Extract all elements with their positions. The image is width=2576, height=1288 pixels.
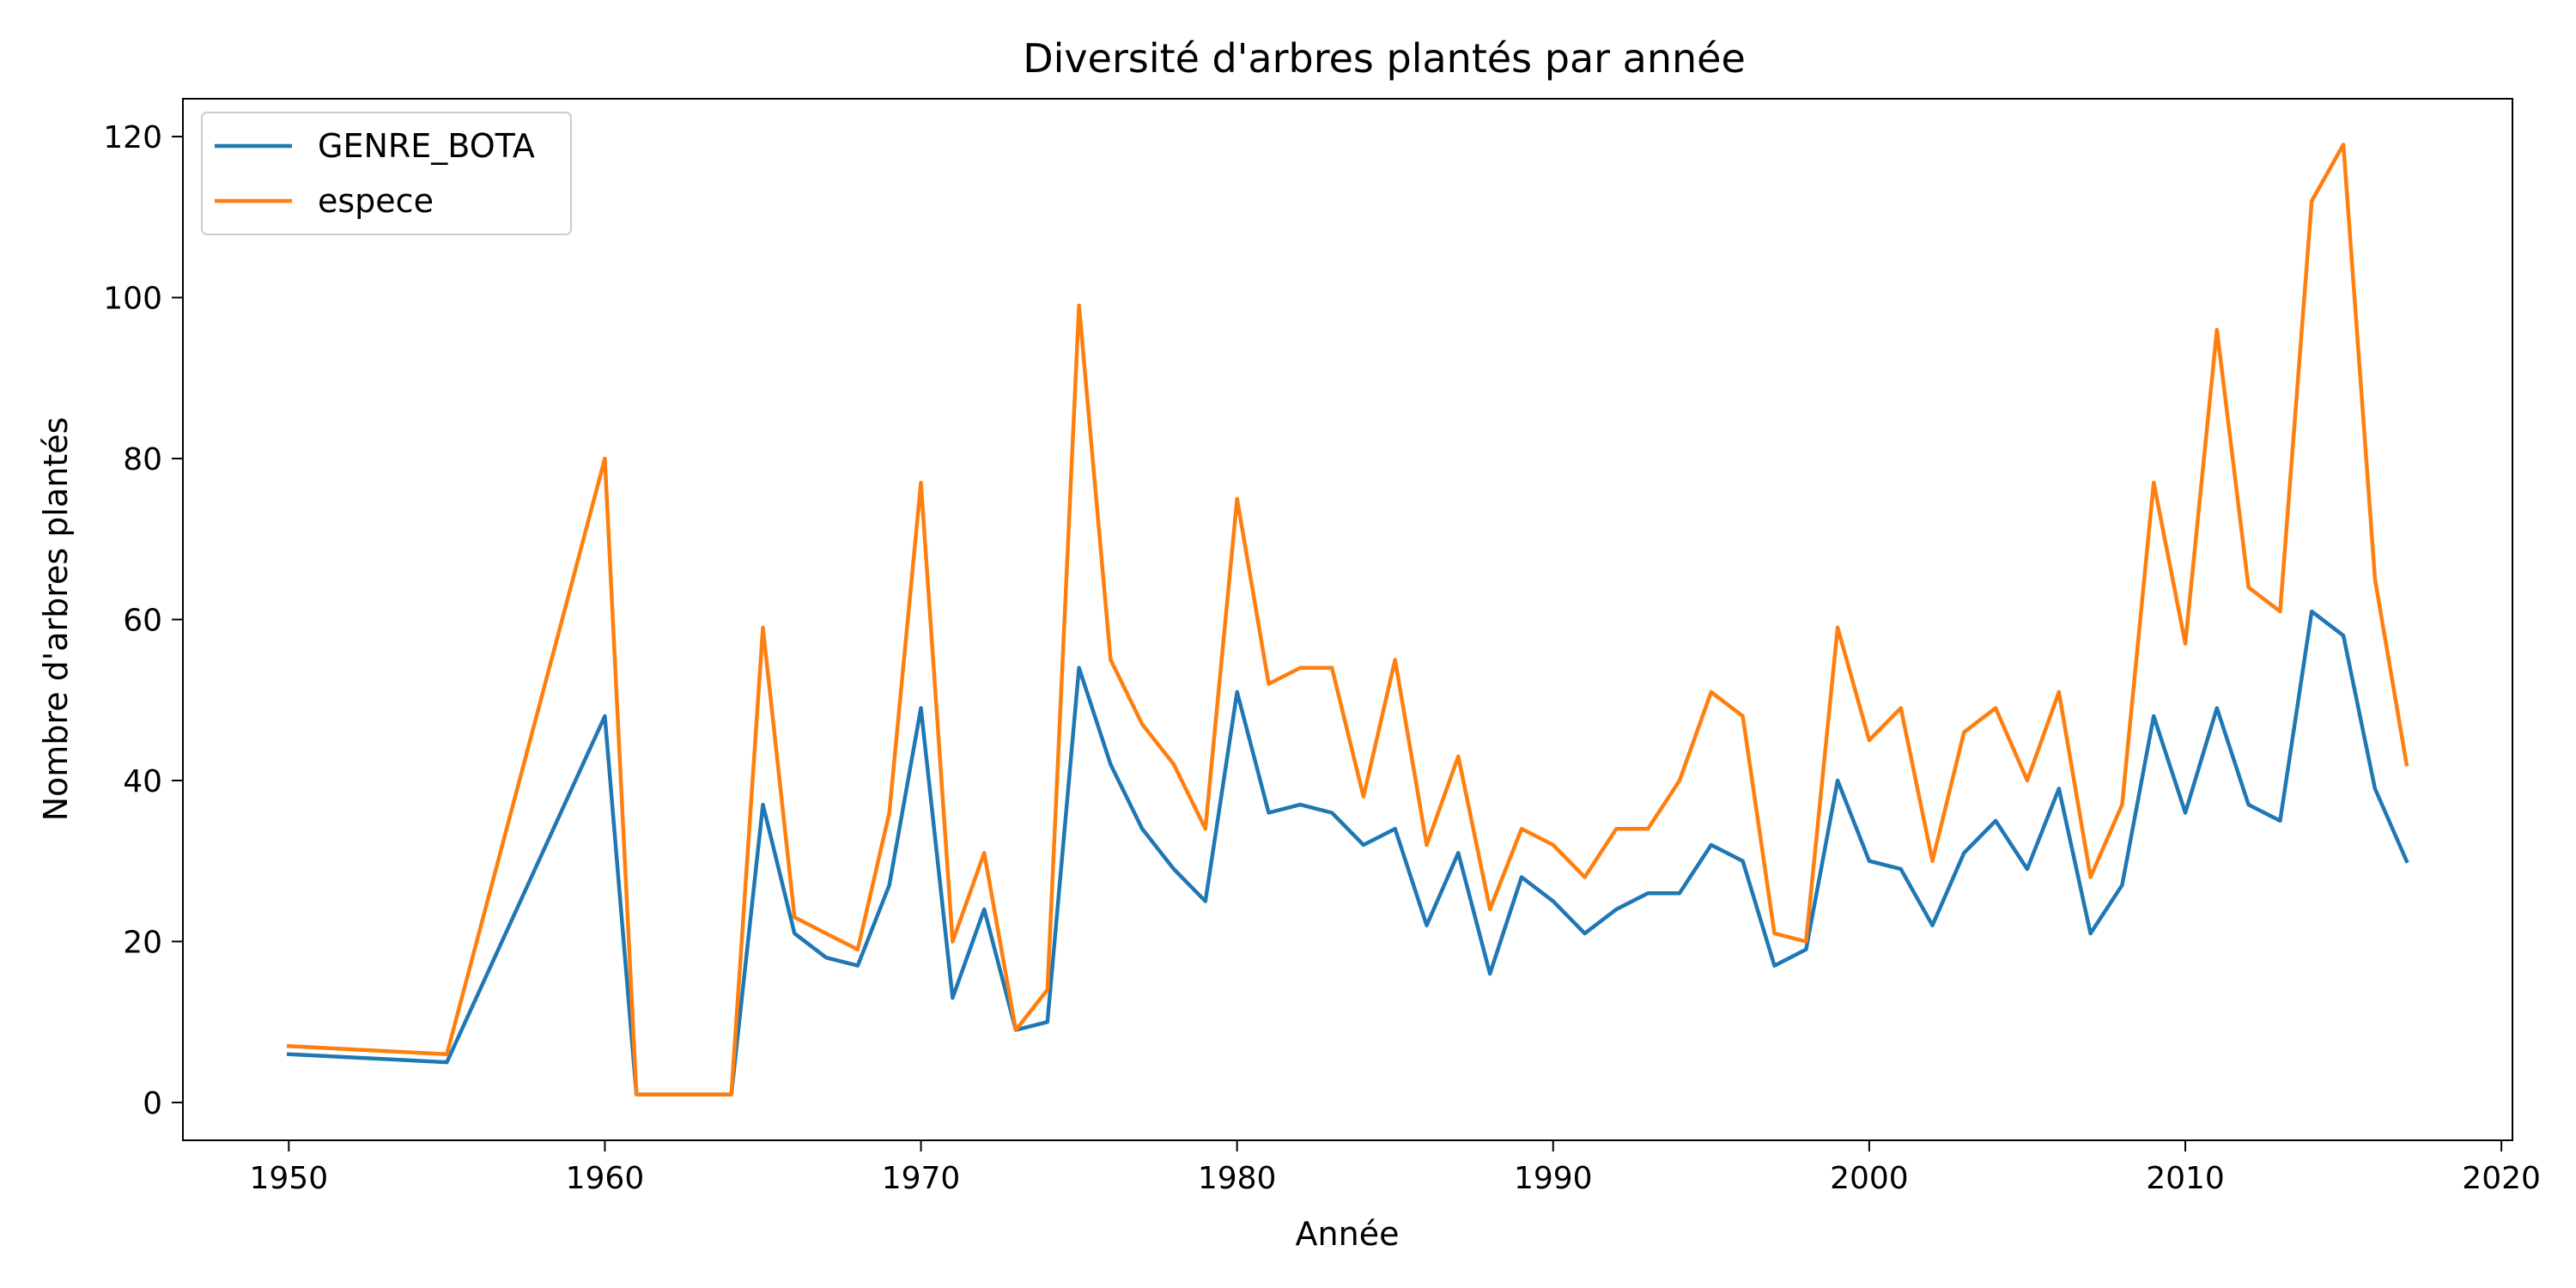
legend-box xyxy=(201,112,572,235)
x-tick-label: 2010 xyxy=(2146,1161,2225,1196)
legend-label: espece xyxy=(318,182,434,220)
x-tick-label: 1980 xyxy=(1198,1161,1277,1196)
legend-label: GENRE_BOTA xyxy=(318,127,535,165)
y-tick-label: 100 xyxy=(103,282,162,317)
x-tick-label: 1990 xyxy=(1514,1161,1593,1196)
x-axis: 1950 1960 1970 1980 1990 2000 2010 2020 xyxy=(250,1140,2541,1196)
y-tick-label: 120 xyxy=(103,120,162,155)
series-line-espece xyxy=(286,143,2409,1097)
y-tick-label: 80 xyxy=(123,442,162,477)
y-tick-label: 0 xyxy=(143,1086,162,1121)
x-tick-label: 2020 xyxy=(2462,1161,2541,1196)
y-tick-label: 20 xyxy=(123,925,162,960)
x-tick-label: 1960 xyxy=(566,1161,645,1196)
chart-title: Diversité d'arbres plantés par année xyxy=(1023,35,1746,82)
plot-lines xyxy=(286,143,2409,1097)
plot-frame xyxy=(182,98,2513,1141)
y-axis-label: Nombre d'arbres plantés xyxy=(37,417,75,822)
x-tick-label: 2000 xyxy=(1830,1161,1909,1196)
x-tick-label: 1970 xyxy=(882,1161,961,1196)
x-axis-label: Année xyxy=(1296,1215,1400,1253)
y-tick-label: 60 xyxy=(123,604,162,639)
y-axis: 0 20 40 60 80 100 120 xyxy=(103,120,183,1121)
x-tick-label: 1950 xyxy=(250,1161,329,1196)
y-tick-label: 40 xyxy=(123,764,162,799)
series-line-genre-bota xyxy=(286,609,2409,1097)
